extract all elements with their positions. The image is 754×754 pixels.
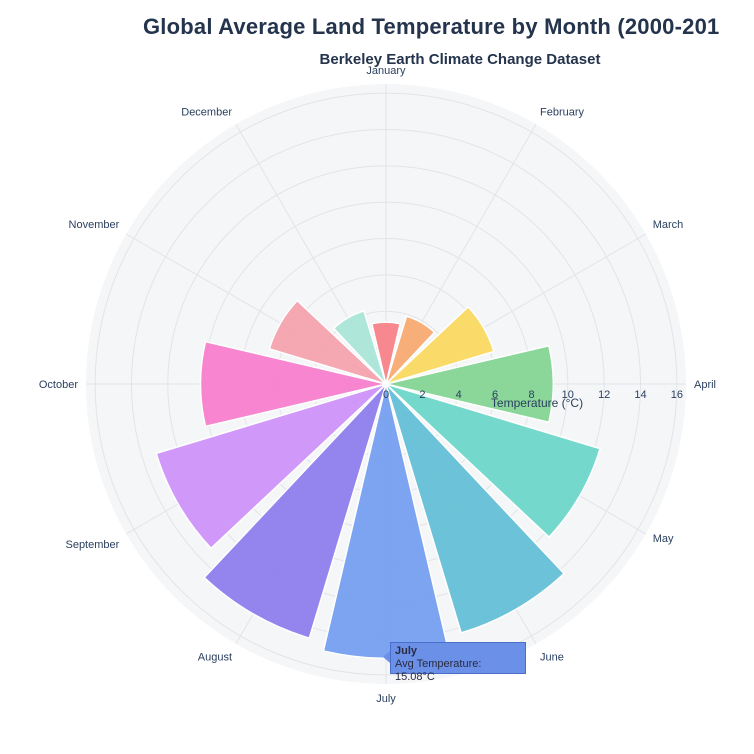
bar-march[interactable] [385,305,495,385]
bar-january[interactable] [370,321,402,385]
angular-axis-labels: January February March April May June July Augu… [39,65,716,705]
hover-tooltip: July Avg Temperature: 15.08°C [390,642,526,683]
angle-label-february: February [540,106,585,118]
bar-june[interactable] [385,383,566,634]
bar-september[interactable] [155,383,387,550]
radial-tick: 0 [383,389,389,401]
angle-label-may: May [653,533,674,545]
angle-label-april: April [694,379,716,391]
angle-label-october: October [39,379,78,391]
angle-label-january: January [366,65,406,77]
bar-august[interactable] [203,383,387,640]
radial-tick: 16 [671,389,683,401]
angle-label-november: November [69,219,120,231]
radial-tick: 8 [528,389,534,401]
tooltip-arrow [383,651,390,663]
chart-subtitle: Berkeley Earth Climate Change Dataset [319,51,601,68]
radial-tick: 2 [419,389,425,401]
tooltip-title: July [395,645,418,657]
angle-label-june: June [540,652,564,664]
tooltip-value: Avg Temperature: 15.08°C [395,658,482,683]
radial-tick: 4 [456,389,462,401]
angle-label-september: September [65,539,119,551]
angle-label-july: July [376,693,396,705]
angle-label-december: December [181,106,232,118]
radial-axis: Temperature (°C) 0 2 4 6 8 10 12 14 16 [383,389,683,410]
angle-label-march: March [653,219,684,231]
bar-may[interactable] [385,383,602,539]
bar-november[interactable] [268,299,387,385]
bar-october[interactable] [199,340,387,428]
bar-february[interactable] [385,315,436,385]
chart-title: Global Average Land Temperature by Month… [143,14,720,39]
bar-december[interactable] [332,309,387,385]
radial-tick: 10 [562,389,574,401]
radial-tick: 14 [634,389,646,401]
bar-series [155,299,602,659]
radial-axis-title: Temperature (°C) [491,396,583,410]
angle-label-august: August [198,652,232,664]
radial-tick: 12 [598,389,610,401]
bar-april[interactable] [385,344,555,424]
radial-tick: 6 [492,389,498,401]
